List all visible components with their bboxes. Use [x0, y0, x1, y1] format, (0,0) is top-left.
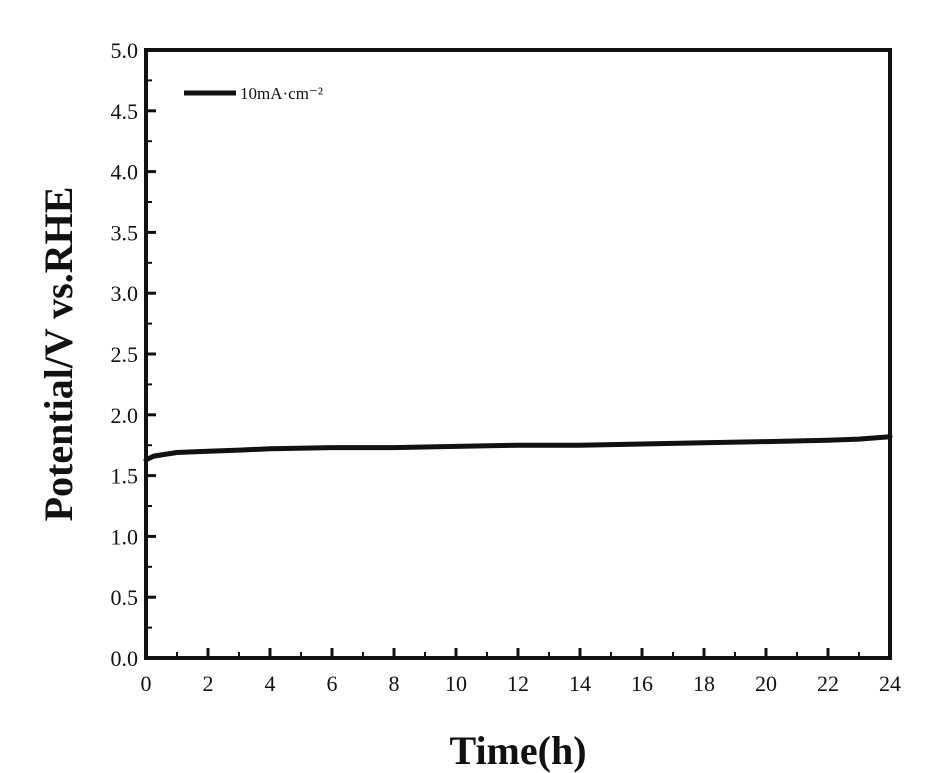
y-axis-title: Potential/V vs.RHE: [36, 187, 81, 522]
x-tick-label: 14: [569, 671, 591, 696]
x-axis-title: Time(h): [449, 728, 586, 773]
x-tick-label: 10: [445, 671, 467, 696]
x-tick-label: 24: [879, 671, 901, 696]
series-layer: [146, 437, 890, 460]
y-tick-label: 2.5: [111, 342, 139, 367]
y-tick-label: 0.5: [111, 585, 139, 610]
x-tick-label: 8: [389, 671, 400, 696]
plot-frame: [146, 50, 890, 658]
y-tick-label: 3.5: [111, 220, 139, 245]
x-tick-label: 2: [203, 671, 214, 696]
x-tick-label: 20: [755, 671, 777, 696]
x-tick-label: 4: [265, 671, 276, 696]
y-tick-label: 4.5: [111, 99, 139, 124]
y-tick-label: 2.0: [111, 403, 139, 428]
x-tick-label: 0: [141, 671, 152, 696]
y-tick-label: 1.5: [111, 464, 139, 489]
y-axis-ticks: 0.0 0.5 1.0 1.5 2.0 2.5 3.0 3.5 4.0 4.5 5.0: [111, 38, 157, 671]
x-tick-label: 18: [693, 671, 715, 696]
x-tick-label: 22: [817, 671, 839, 696]
y-tick-label: 3.0: [111, 281, 139, 306]
x-axis-ticks: 024681012141618202224: [141, 648, 902, 696]
series-line: [146, 437, 890, 460]
x-tick-label: 12: [507, 671, 529, 696]
y-tick-label: 4.0: [111, 160, 139, 185]
x-tick-label: 16: [631, 671, 653, 696]
y-tick-label: 5.0: [111, 38, 139, 63]
x-tick-label: 6: [327, 671, 338, 696]
legend-label: 10mA·cm⁻²: [240, 84, 323, 103]
legend: 10mA·cm⁻²: [184, 84, 323, 103]
y-tick-label: 1.0: [111, 524, 139, 549]
y-tick-label: 0.0: [111, 646, 139, 671]
